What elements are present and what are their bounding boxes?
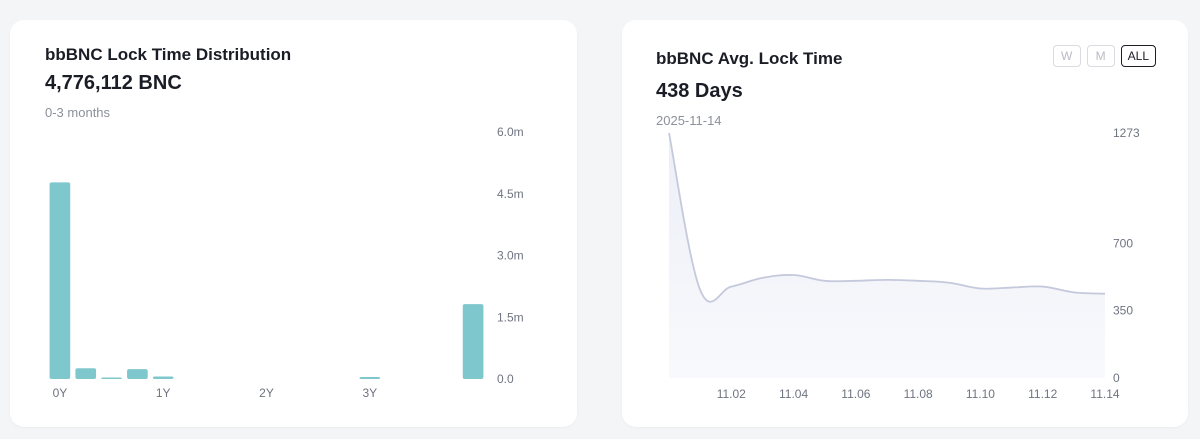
distribution-title: bbBNC Lock Time Distribution xyxy=(45,45,292,64)
range-button-all[interactable]: ALL xyxy=(1120,45,1156,67)
x-tick-label: 3Y xyxy=(362,386,377,400)
x-tick-label: 11.14 xyxy=(1090,387,1119,401)
area-fill xyxy=(669,133,1105,378)
y-tick-label: 0.0 xyxy=(497,372,514,386)
y-tick-label: 6.0m xyxy=(497,125,524,139)
bar-16 xyxy=(462,304,484,379)
bar-0 xyxy=(49,182,71,379)
y-tick-label: 0 xyxy=(1113,371,1120,385)
avg-lock-time-card: bbBNC Avg. Lock Time 438 Days 2025-11-14… xyxy=(622,20,1188,427)
series-line xyxy=(668,132,1106,303)
avg-lock-time-area-chart[interactable]: 0 350 700 1273 11.02 11.04 11.06 11.08 11.10 11.1… xyxy=(622,20,1188,427)
bar-12 xyxy=(359,376,381,379)
x-tick-label: 0Y xyxy=(53,386,68,400)
y-tick-label: 700 xyxy=(1113,236,1133,250)
bar-4 xyxy=(152,376,174,379)
y-tick-label: 1.5m xyxy=(497,310,524,324)
distribution-bar-chart[interactable]: 0.0 1.5m 3.0m 4.5m 6.0m 0Y 1Y 2Y 3Y xyxy=(10,20,577,427)
y-tick-label: 350 xyxy=(1113,304,1133,318)
x-tick-label: 11.12 xyxy=(1028,387,1057,401)
bar-2 xyxy=(101,377,122,379)
y-tick-label: 4.5m xyxy=(497,187,524,201)
x-tick-label: 11.04 xyxy=(779,387,808,401)
lock-time-distribution-card: bbBNC Lock Time Distribution 4,776,112 B… xyxy=(10,20,577,427)
range-button-week[interactable]: W xyxy=(1052,45,1081,67)
time-range-selector: W M ALL xyxy=(1052,45,1156,67)
distribution-range-label: 0-3 months xyxy=(45,105,111,120)
avg-lock-time-date: 2025-11-14 xyxy=(656,113,722,128)
bar-1 xyxy=(75,368,97,379)
x-tick-label: 11.06 xyxy=(841,387,870,401)
x-tick-label: 11.10 xyxy=(966,387,995,401)
distribution-total-value: 4,776,112 BNC xyxy=(45,72,182,94)
range-button-month[interactable]: M xyxy=(1086,45,1115,67)
y-tick-label: 3.0m xyxy=(497,249,524,263)
x-tick-label: 11.08 xyxy=(904,387,933,401)
x-tick-label: 2Y xyxy=(259,386,274,400)
avg-lock-time-title: bbBNC Avg. Lock Time xyxy=(656,49,843,68)
x-tick-label: 1Y xyxy=(156,386,171,400)
avg-lock-time-value: 438 Days xyxy=(656,80,743,102)
bar-3 xyxy=(127,369,148,379)
y-tick-label: 1273 xyxy=(1113,126,1140,140)
x-tick-label: 11.02 xyxy=(717,387,746,401)
